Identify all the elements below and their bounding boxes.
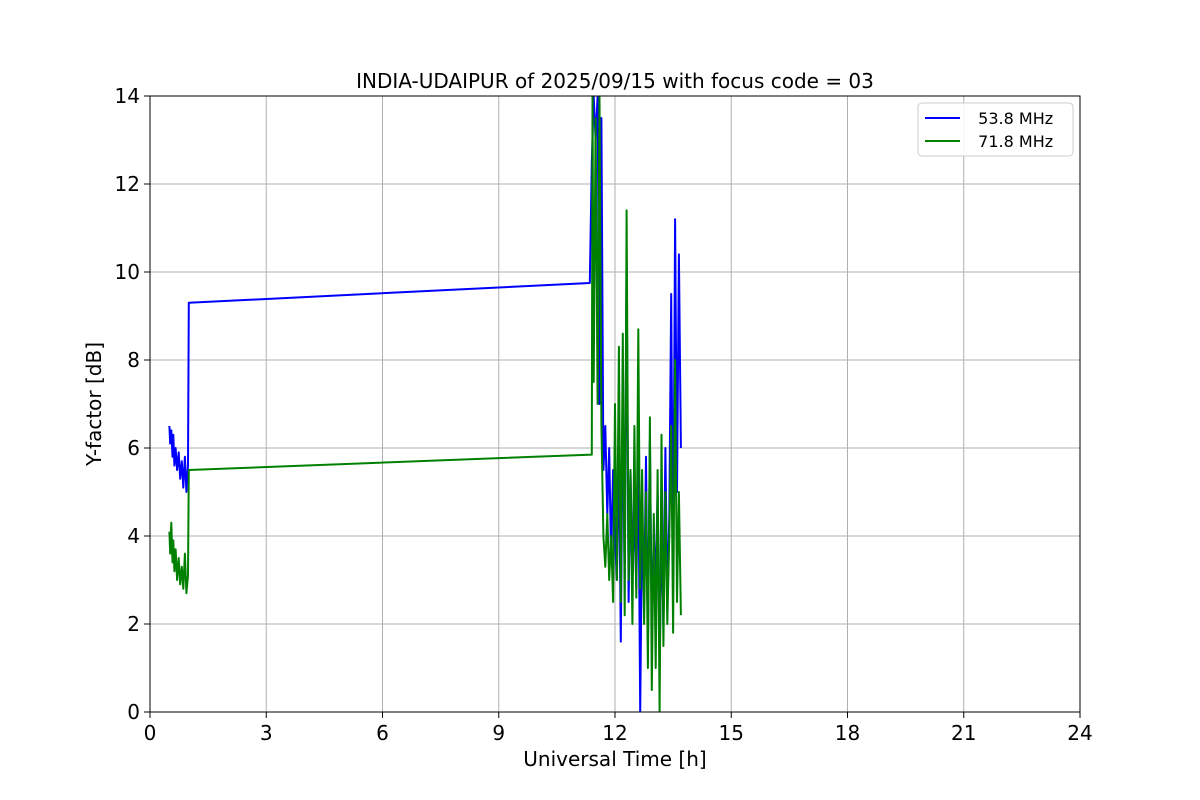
x-tick-label: 0 [144, 721, 157, 745]
y-tick-label: 8 [127, 348, 140, 372]
x-tick-label: 15 [719, 721, 744, 745]
series-layer [168, 96, 682, 712]
x-tick-label: 12 [602, 721, 627, 745]
y-tick-label: 4 [127, 524, 140, 548]
x-tick-label: 6 [376, 721, 389, 745]
legend: 53.8 MHz 71.8 MHz [917, 102, 1074, 157]
y-tick-label: 14 [115, 84, 140, 108]
x-tick-label: 18 [835, 721, 860, 745]
x-axis-label: Universal Time [h] [523, 747, 706, 771]
y-tick-label: 10 [115, 260, 140, 284]
y-tick-label: 0 [127, 700, 140, 724]
legend-label-71-8: 71.8 MHz [968, 132, 1053, 151]
x-tick-label: 9 [492, 721, 505, 745]
x-tick-label: 21 [951, 721, 976, 745]
x-tick-label: 24 [1067, 721, 1092, 745]
series-line-1 [168, 96, 682, 712]
chart-title: INDIA-UDAIPUR of 2025/09/15 with focus c… [356, 69, 874, 93]
y-tick-label: 12 [115, 172, 140, 196]
y-tick-label: 2 [127, 612, 140, 636]
series-line-0 [168, 96, 682, 712]
legend-box [917, 102, 1074, 157]
y-axis-label: Y-factor [dB] [82, 342, 106, 467]
x-tick-label: 3 [260, 721, 273, 745]
y-tick-label: 6 [127, 436, 140, 460]
legend-label-53-8: 53.8 MHz [968, 109, 1053, 128]
